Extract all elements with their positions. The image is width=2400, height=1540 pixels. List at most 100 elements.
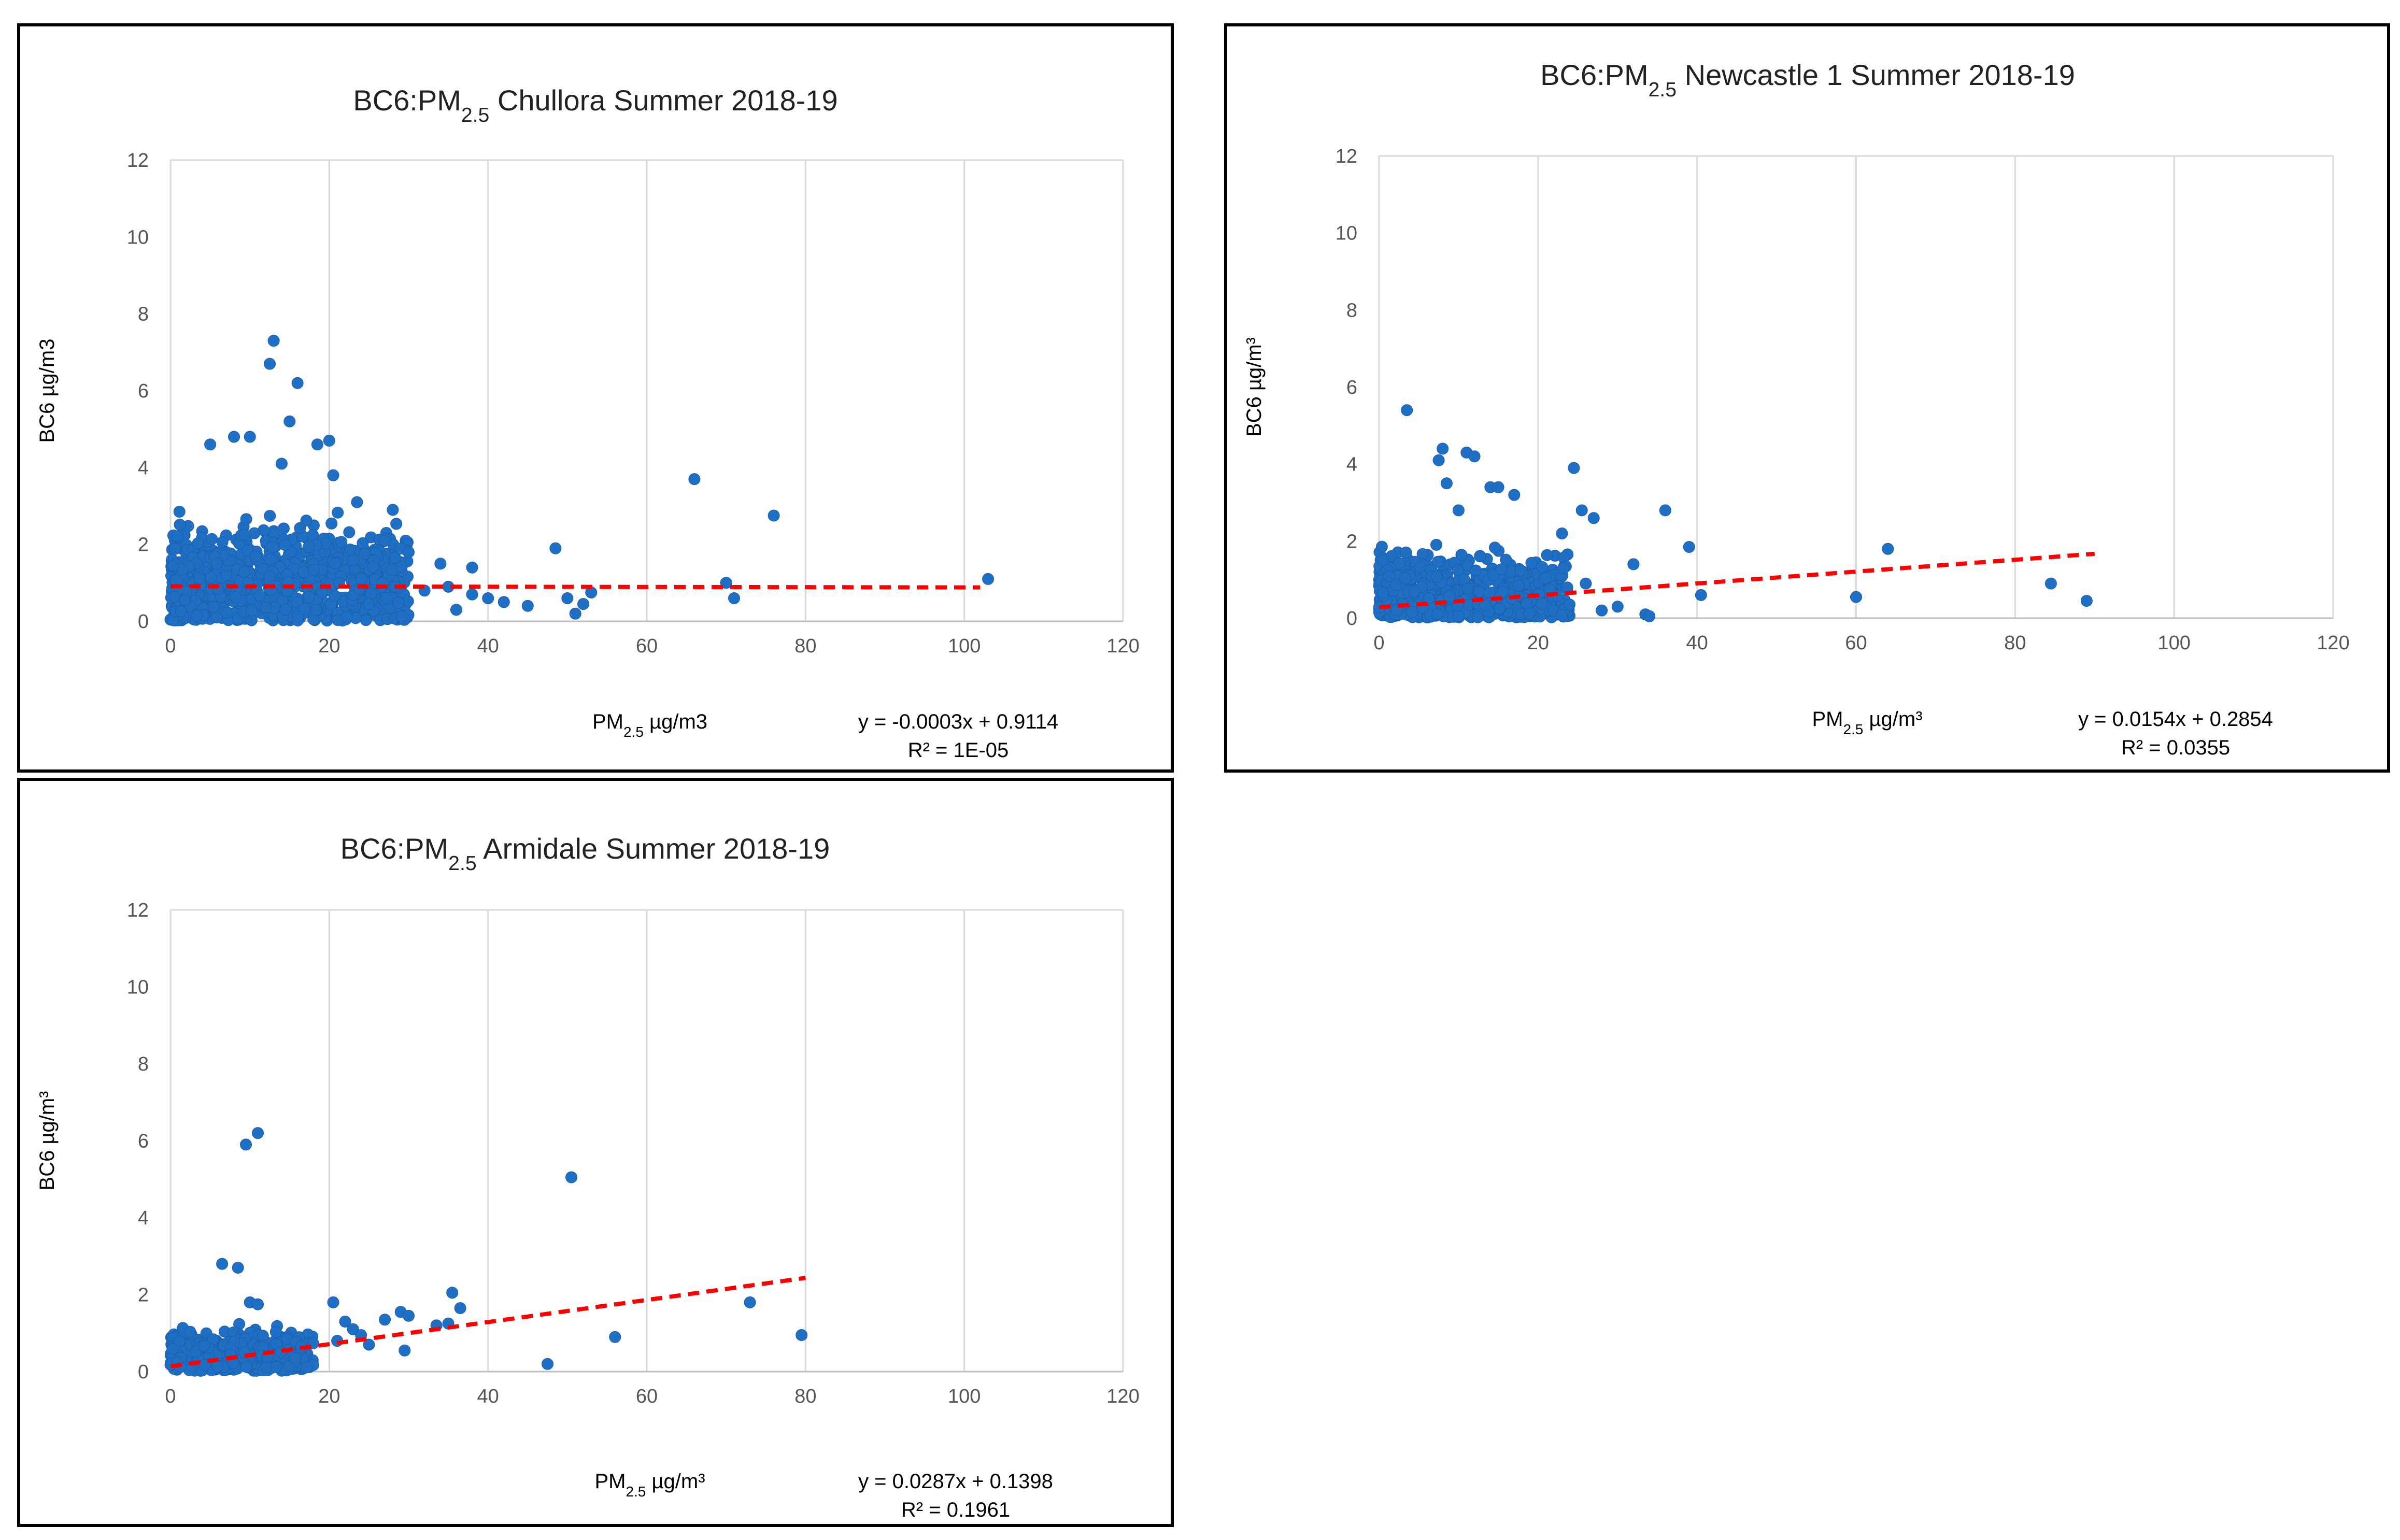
data-point	[260, 601, 273, 614]
y-tick-label: 10	[1336, 223, 1357, 245]
data-point	[248, 527, 261, 539]
data-point	[561, 592, 574, 604]
data-point	[367, 561, 379, 573]
y-tick-label: 12	[1336, 146, 1357, 167]
data-point	[240, 1138, 252, 1151]
data-point	[179, 594, 191, 606]
data-point	[339, 1316, 351, 1328]
data-point	[241, 544, 253, 557]
data-point	[174, 519, 186, 531]
data-point	[210, 611, 223, 623]
data-point	[307, 529, 319, 541]
y-tick-label: 6	[1346, 377, 1357, 398]
trendline-r2: R² = 1E-05	[908, 739, 1009, 762]
data-point	[1541, 549, 1553, 561]
data-point	[1437, 443, 1449, 455]
data-point	[395, 610, 407, 622]
data-point	[264, 553, 277, 565]
trendline-equation: y = 0.0154x + 0.2854	[2078, 708, 2273, 731]
data-point	[250, 550, 262, 562]
data-point	[230, 591, 242, 603]
data-point	[252, 1127, 264, 1139]
data-point	[205, 571, 217, 583]
data-point	[1414, 561, 1426, 574]
scatter-series	[1373, 404, 2093, 623]
data-point	[1461, 582, 1474, 595]
data-point	[577, 598, 589, 610]
data-point	[297, 566, 310, 578]
data-point	[434, 558, 447, 570]
data-point	[1536, 598, 1548, 610]
data-point	[279, 604, 292, 616]
data-point	[390, 518, 403, 530]
x-tick-label: 100	[2157, 632, 2190, 654]
data-point	[192, 537, 204, 549]
data-point	[1882, 543, 1894, 555]
data-point	[363, 1338, 375, 1351]
chart-panel-chullora: BC6:PM2.5 Chullora Summer 2018-19 0 20 40 60…	[17, 23, 1174, 773]
chart-svg: BC6:PM2.5 Newcastle 1 Summer 2018-190 20 4…	[1243, 59, 2350, 759]
data-point	[253, 590, 266, 602]
data-point	[198, 1359, 211, 1371]
chart-svg: BC6:PM2.5 Chullora Summer 2018-190 20 40 60…	[36, 84, 1140, 762]
data-point	[343, 526, 356, 538]
data-point	[379, 1314, 391, 1326]
trendline	[1379, 551, 2095, 609]
data-point	[167, 560, 179, 572]
data-point	[688, 473, 701, 486]
chart-title: BC6:PM2.5 Armidale Summer 2018-19	[340, 832, 830, 875]
data-point	[450, 604, 462, 616]
x-axis-label: PM2.5 µg/m3	[592, 710, 707, 740]
data-point	[270, 1361, 282, 1373]
data-point	[2044, 577, 2057, 590]
chart-panel-newcastle: BC6:PM2.5 Newcastle 1 Summer 2018-19 0 20 4…	[1224, 23, 2390, 773]
y-tick-label: 12	[127, 900, 149, 921]
data-point	[340, 611, 353, 623]
data-point	[2080, 595, 2093, 607]
data-point	[184, 1325, 196, 1338]
data-point	[1472, 611, 1484, 623]
data-point	[264, 510, 276, 522]
data-point	[565, 1171, 577, 1183]
chart-title: BC6:PM2.5 Chullora Summer 2018-19	[353, 84, 837, 126]
data-point	[335, 536, 348, 548]
data-point	[1659, 504, 1671, 517]
data-point	[347, 554, 360, 566]
x-tick-label: 120	[2317, 632, 2349, 654]
data-point	[332, 506, 344, 519]
data-point	[245, 604, 258, 617]
data-point	[206, 533, 218, 545]
data-point	[344, 544, 357, 555]
data-point	[521, 600, 534, 612]
data-point	[240, 513, 252, 525]
data-point	[173, 506, 186, 518]
data-point	[311, 438, 323, 451]
data-point	[279, 539, 291, 551]
data-point	[1383, 570, 1396, 582]
data-point	[327, 469, 339, 481]
data-point	[173, 1335, 186, 1348]
y-tick-label: 4	[138, 457, 149, 479]
x-axis-label: PM2.5 µg/m³	[1812, 708, 1922, 737]
data-point	[1627, 558, 1640, 571]
data-point	[1568, 462, 1580, 474]
data-point	[1399, 572, 1412, 584]
data-point	[389, 551, 401, 564]
x-tick-label: 20	[318, 1386, 340, 1407]
data-point	[283, 1360, 295, 1373]
data-point	[325, 517, 338, 530]
data-point	[263, 570, 276, 582]
y-tick-label: 6	[138, 380, 149, 402]
data-point	[1497, 586, 1509, 598]
data-point	[1408, 586, 1421, 598]
chart-svg: BC6:PM2.5 Armidale Summer 2018-190 20 40 60…	[36, 832, 1140, 1521]
data-point	[294, 522, 306, 534]
data-point	[232, 1262, 244, 1274]
data-point	[380, 592, 392, 604]
data-point	[1406, 606, 1418, 618]
data-point	[1375, 540, 1388, 553]
data-point	[1850, 591, 1862, 603]
data-point	[1432, 454, 1445, 466]
data-point	[1556, 527, 1568, 539]
data-point	[1508, 489, 1521, 501]
